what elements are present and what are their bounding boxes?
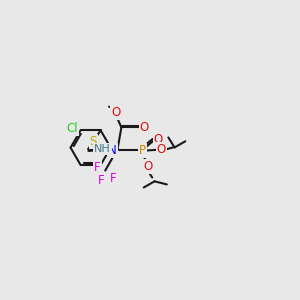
- Text: O: O: [143, 160, 152, 173]
- Text: F: F: [94, 161, 101, 174]
- Text: O: O: [157, 143, 166, 156]
- Text: NH: NH: [94, 144, 110, 154]
- Text: F: F: [98, 174, 105, 187]
- Text: O: O: [140, 121, 149, 134]
- Text: O: O: [154, 133, 163, 146]
- Text: F: F: [110, 172, 116, 185]
- Text: O: O: [111, 106, 121, 119]
- Text: N: N: [108, 144, 116, 157]
- Text: Cl: Cl: [66, 122, 78, 134]
- Text: S: S: [90, 135, 97, 148]
- Text: P: P: [139, 144, 146, 157]
